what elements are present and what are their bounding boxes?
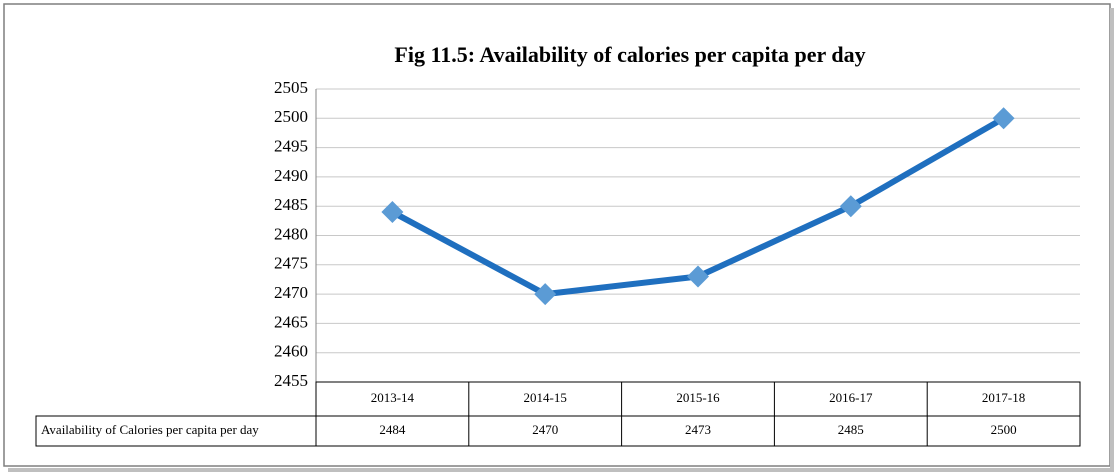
series-marker bbox=[839, 195, 862, 218]
y-tick-label: 2465 bbox=[274, 312, 308, 331]
y-tick-label: 2480 bbox=[274, 224, 308, 243]
x-tick-label: 2016-17 bbox=[829, 390, 873, 405]
y-tick-label: 2485 bbox=[274, 195, 308, 214]
y-tick-label: 2455 bbox=[274, 371, 308, 390]
y-tick-label: 2490 bbox=[274, 166, 308, 185]
series-marker bbox=[992, 107, 1015, 130]
frame-shadow bbox=[1110, 8, 1114, 472]
x-tick-label: 2013-14 bbox=[371, 390, 415, 405]
y-tick-label: 2475 bbox=[274, 254, 308, 273]
x-tick-label: 2015-16 bbox=[676, 390, 720, 405]
table-border bbox=[35, 415, 1081, 447]
table-value: 2500 bbox=[991, 422, 1017, 437]
frame-shadow bbox=[8, 468, 1112, 472]
x-tick-label: 2014-15 bbox=[524, 390, 567, 405]
y-tick-label: 2470 bbox=[274, 283, 308, 302]
series-marker bbox=[381, 201, 404, 224]
y-tick-label: 2500 bbox=[274, 107, 308, 126]
table-value: 2473 bbox=[685, 422, 711, 437]
y-tick-label: 2460 bbox=[274, 342, 308, 361]
table-value: 2470 bbox=[532, 422, 558, 437]
x-tick-label: 2017-18 bbox=[982, 390, 1025, 405]
y-tick-label: 2505 bbox=[274, 78, 308, 97]
table-value: 2484 bbox=[379, 422, 406, 437]
chart-title: Fig 11.5: Availability of calories per c… bbox=[394, 42, 865, 67]
table-value: 2485 bbox=[838, 422, 864, 437]
series-marker bbox=[687, 265, 709, 288]
series-marker bbox=[534, 283, 557, 306]
legend-label: Availability of Calories per capita per … bbox=[41, 422, 259, 437]
y-tick-label: 2495 bbox=[274, 137, 308, 156]
